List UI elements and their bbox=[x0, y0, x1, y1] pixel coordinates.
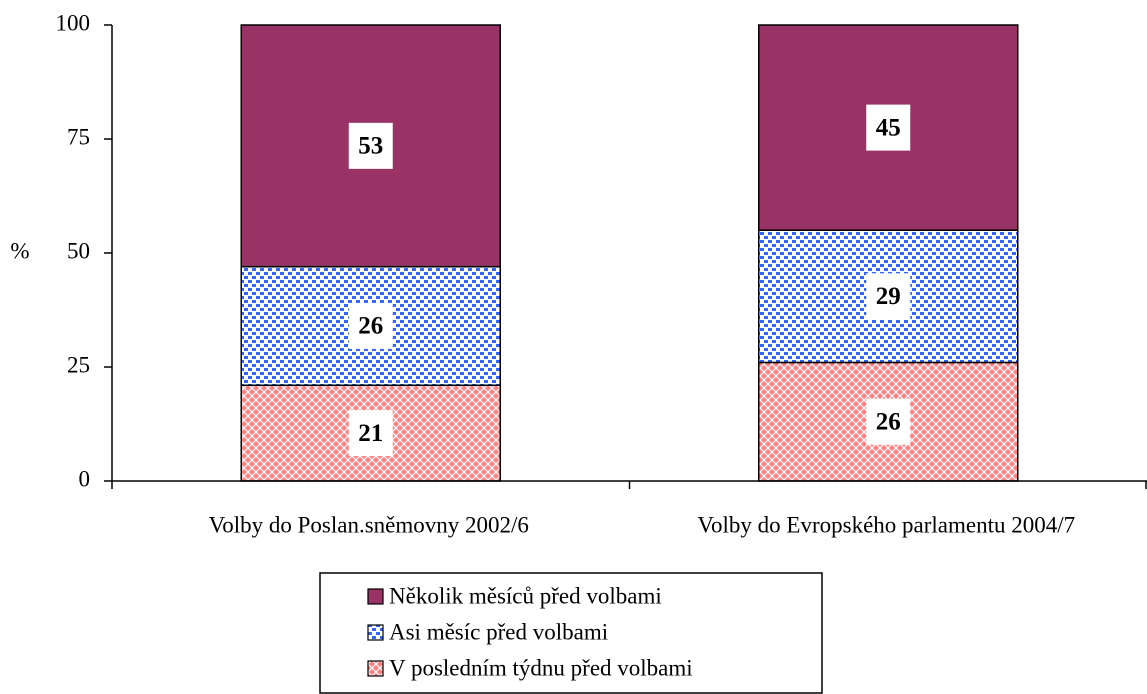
data-label-box bbox=[866, 273, 911, 320]
data-label-box bbox=[348, 122, 393, 169]
data-label: 45 bbox=[876, 114, 901, 141]
y-tick-label: 100 bbox=[56, 10, 91, 35]
data-label: 53 bbox=[358, 133, 383, 160]
legend-label: Asi měsíc před volbami bbox=[389, 619, 608, 644]
legend-swatch bbox=[367, 660, 384, 677]
legend-swatch bbox=[367, 588, 384, 605]
data-label-box bbox=[866, 104, 911, 151]
data-label: 29 bbox=[876, 283, 901, 310]
data-label: 21 bbox=[358, 420, 383, 447]
legend bbox=[319, 572, 823, 694]
data-label-box bbox=[348, 302, 393, 349]
y-tick-label: 50 bbox=[67, 238, 90, 263]
data-label-box bbox=[866, 398, 911, 445]
legend-swatch bbox=[367, 624, 384, 641]
data-label: 26 bbox=[876, 408, 901, 435]
x-tick-label: Volby do Poslan.sněmovny 2002/6 bbox=[209, 512, 529, 537]
legend-label: Několik měsíců před volbami bbox=[389, 583, 662, 608]
y-tick-label: 25 bbox=[67, 352, 90, 377]
data-label: 26 bbox=[358, 313, 383, 340]
y-tick-label: 75 bbox=[67, 124, 90, 149]
legend-label: V posledním týdnu před volbami bbox=[389, 655, 693, 680]
y-axis-label: % bbox=[10, 238, 29, 263]
y-tick-label: 0 bbox=[79, 466, 91, 491]
data-label-box bbox=[348, 410, 393, 457]
x-tick-label: Volby do Evropského parlamentu 2004/7 bbox=[697, 512, 1075, 537]
